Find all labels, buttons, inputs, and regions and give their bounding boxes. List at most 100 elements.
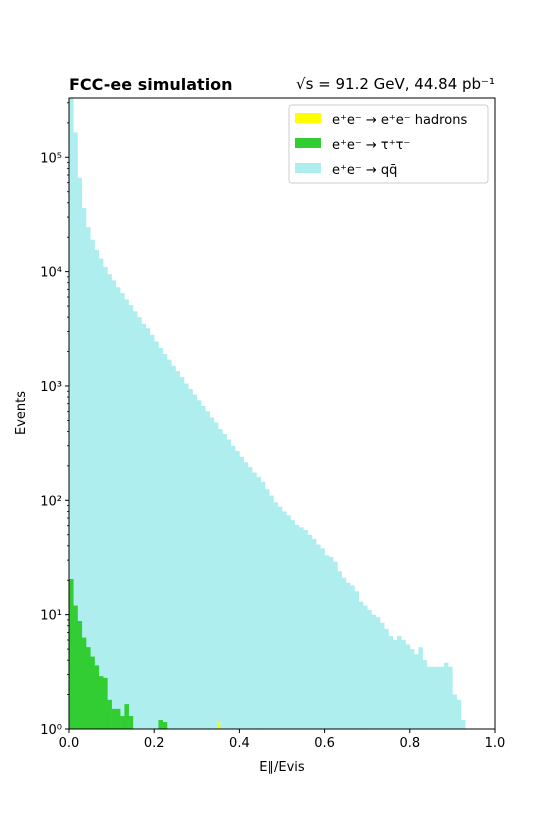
x-tick-label: 0.8 [399, 736, 420, 751]
bar-qqbar [149, 334, 155, 729]
bar-tautau [107, 699, 112, 729]
bar-qqbar [209, 417, 215, 729]
y-axis-label: Events [14, 391, 29, 435]
legend-swatch-ee-hadrons [295, 113, 321, 123]
bar-qqbar [384, 628, 389, 729]
bar-qqbar [243, 462, 249, 729]
bar-qqbar [367, 609, 372, 729]
bar-qqbar [192, 394, 198, 729]
bar-qqbar [184, 383, 189, 729]
bar-qqbar [158, 347, 164, 729]
bar-qqbar [107, 274, 112, 729]
bar-qqbar [273, 502, 279, 729]
bar-qqbar [443, 662, 449, 729]
legend-label-tautau: e⁺e⁻ → τ⁺τ⁻ [332, 138, 410, 153]
x-tick-label: 0.4 [229, 736, 250, 751]
bar-qqbar [264, 489, 270, 729]
bar-qqbar [201, 405, 206, 729]
bar-qqbar [456, 699, 462, 729]
legend-swatch-qqbar [295, 163, 321, 173]
y-axis-ticks: 10⁰ 10¹ 10² 10³ 10⁴ 10⁵ [40, 102, 69, 738]
bar-qqbar [235, 450, 240, 729]
bar-tautau [86, 647, 91, 729]
bar-qqbar [120, 293, 125, 729]
bar-qqbar [409, 649, 415, 729]
bar-qqbar [141, 323, 146, 729]
bar-qqbar [316, 544, 321, 729]
legend: e⁺e⁻ → e⁺e⁻ hadrons e⁺e⁻ → τ⁺τ⁻ e⁺e⁻ → q… [288, 104, 489, 184]
bar-qqbar [213, 422, 219, 729]
bar-qqbar [154, 341, 159, 729]
chart-title-left: FCC-ee simulation [69, 75, 233, 94]
x-axis-ticks: 0.0 0.2 0.4 0.6 0.8 1.0 [59, 729, 506, 751]
bar-qqbar [418, 647, 423, 729]
bar-tautau [98, 676, 104, 729]
bar-tautau [69, 579, 74, 729]
bar-qqbar [252, 472, 257, 729]
bar-qqbar [247, 467, 253, 729]
bar-qqbar [132, 311, 138, 729]
bar-qqbar [337, 571, 342, 729]
x-tick-label: 0.6 [314, 736, 335, 751]
bar-qqbar [405, 644, 411, 729]
bar-qqbar [354, 591, 359, 729]
bar-qqbar [311, 538, 317, 729]
x-axis-label: E∥/Evis [259, 760, 305, 775]
bar-qqbar [362, 605, 368, 729]
legend-label-qqbar: e⁺e⁻ → qq̄ [332, 163, 397, 178]
bar-qqbar [439, 666, 445, 729]
bar-qqbar [324, 555, 330, 729]
bar-qqbar [94, 249, 100, 729]
bar-qqbar [375, 617, 381, 729]
bar-qqbar [328, 556, 334, 729]
bar-qqbar [303, 530, 308, 729]
bar-qqbar [431, 666, 436, 729]
bar-qqbar [90, 239, 95, 729]
bar-qqbar [307, 534, 313, 729]
bar-qqbar [260, 481, 266, 729]
bar-qqbar [222, 434, 227, 729]
bar-qqbar [86, 227, 91, 729]
bar-qqbar [426, 666, 432, 729]
plot-frame [68, 97, 496, 730]
bar-tautau [90, 656, 95, 729]
bar-qqbar [299, 527, 304, 729]
bar-qqbar [414, 654, 419, 729]
bar-qqbar [69, 98, 74, 729]
bar-qqbar [218, 429, 223, 729]
bar-qqbar [196, 400, 202, 729]
bar-qqbar [286, 515, 291, 729]
bar-qqbar [341, 577, 347, 729]
bar-tautau [115, 708, 121, 729]
bar-qqbar [103, 266, 108, 729]
bar-qqbar [111, 280, 117, 729]
bar-qqbar [392, 640, 398, 729]
bar-qqbar [358, 601, 364, 729]
y-tick-label: 10² [40, 494, 62, 509]
chart-title-right: √s = 91.2 GeV, 44.84 pb⁻¹ [296, 75, 495, 93]
bar-qqbar [145, 328, 151, 729]
bar-tautau [103, 677, 108, 729]
y-tick-label: 10¹ [40, 609, 62, 624]
bar-qqbar [290, 520, 296, 729]
bar-qqbar [256, 476, 261, 729]
bar-qqbar [128, 305, 134, 729]
bar-qqbar [379, 622, 385, 729]
legend-label-ee-hadrons: e⁺e⁻ → e⁺e⁻ hadrons [332, 113, 467, 128]
bar-qqbar [205, 411, 210, 729]
bar-qqbar [345, 582, 351, 729]
bar-qqbar [460, 719, 466, 729]
legend-swatch-tautau [295, 138, 321, 148]
bar-qqbar [98, 258, 104, 729]
bar-qqbar [422, 660, 428, 729]
bar-qqbar [371, 614, 377, 729]
x-tick-label: 1.0 [485, 736, 506, 751]
y-tick-label: 10⁰ [40, 723, 62, 738]
bar-tautau [94, 665, 100, 729]
legend-box [288, 104, 489, 184]
bar-qqbar [277, 506, 283, 729]
bar-qqbar [171, 365, 176, 729]
bar-tautau [124, 704, 129, 729]
bar-qqbar [137, 317, 142, 729]
bar-qqbar [73, 132, 78, 730]
